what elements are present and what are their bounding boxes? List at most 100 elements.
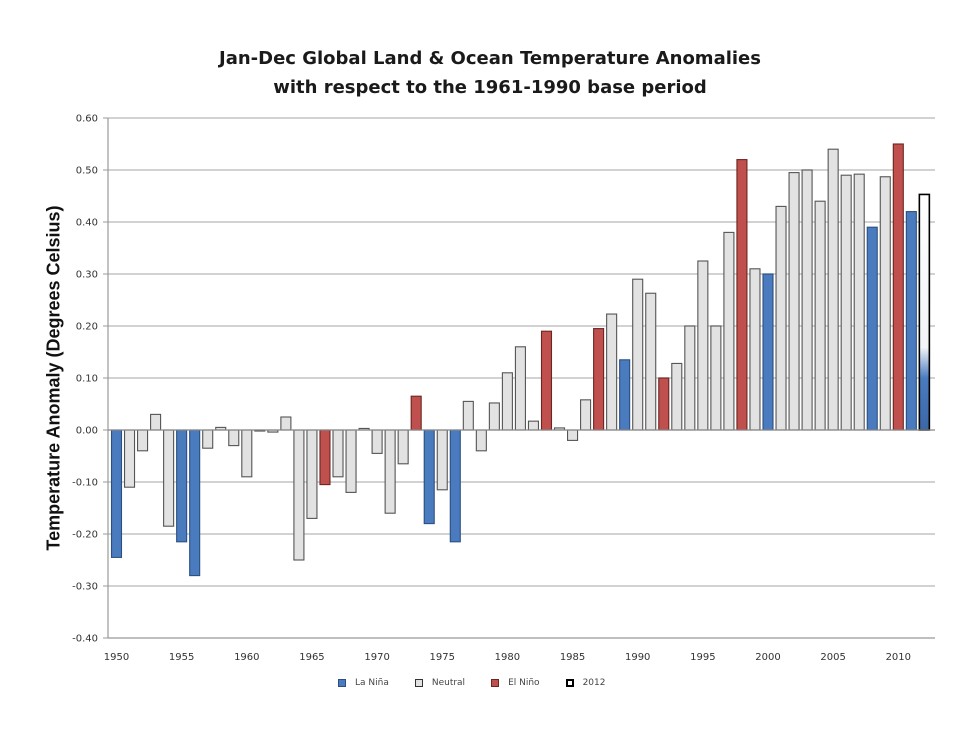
- bar-1967: [332, 429, 344, 478]
- bar-1963: [280, 416, 292, 431]
- bar-1960: [241, 429, 253, 478]
- bar-1977: [462, 400, 474, 431]
- legend: La Niña Neutral El Niño 2012: [338, 678, 631, 688]
- bar-1992: [658, 377, 670, 431]
- bar-1978: [475, 429, 487, 452]
- y-tick-label: 0.10: [76, 374, 98, 385]
- bar-1993: [671, 362, 683, 431]
- legend-swatch-neutral: [414, 679, 423, 687]
- x-tick-label: 1995: [690, 652, 715, 663]
- x-tick-label: 1990: [625, 652, 650, 663]
- bar-2008: [866, 226, 878, 431]
- y-tick-label: -0.40: [72, 634, 98, 645]
- bar-2009: [879, 176, 891, 431]
- legend-swatch-lanina: [338, 679, 346, 687]
- x-tick-label: 2005: [820, 652, 845, 663]
- bar-1980: [501, 372, 513, 431]
- bar-1957: [202, 429, 214, 449]
- y-tick-label: -0.20: [72, 530, 98, 541]
- bar-1972: [397, 429, 409, 465]
- x-tick-label: 1970: [364, 652, 389, 663]
- legend-label: Neutral: [431, 678, 466, 688]
- bar-1956: [189, 429, 201, 577]
- legend-swatch-y2012: [565, 679, 574, 687]
- bar-2012: [918, 193, 931, 431]
- bars: [110, 143, 931, 577]
- bar-2005: [827, 148, 839, 431]
- bar-2006: [840, 174, 852, 431]
- bar-2011: [905, 211, 917, 431]
- bar-1954: [163, 429, 175, 527]
- y-tick-label: 0.00: [76, 426, 98, 437]
- bar-1994: [684, 325, 696, 431]
- bar-1968: [345, 429, 357, 493]
- x-axis-ticks: 1950 1955 1960 1965 1970 1975 1980 1985 1990 1995…: [104, 652, 911, 663]
- legend-item-y2012: 2012: [565, 678, 606, 688]
- bar-1990: [632, 278, 644, 431]
- bar-2003: [801, 169, 813, 431]
- bar-1966: [319, 429, 331, 486]
- bar-2000: [762, 273, 774, 431]
- x-tick-label: 2010: [886, 652, 911, 663]
- axes: [107, 118, 935, 639]
- bar-1965: [306, 429, 318, 519]
- x-tick-label: 1980: [495, 652, 520, 663]
- y-tick-label: -0.10: [72, 478, 98, 489]
- y-tick-label: -0.30: [72, 582, 98, 593]
- y-axis-ticks: 0.60 0.50 0.40 0.30 0.20 0.10 0.00 -0.10 -0.20 -0…: [72, 114, 108, 645]
- legend-item-elnino: El Niño: [491, 678, 540, 688]
- bar-1995: [697, 260, 709, 431]
- bar-1989: [619, 359, 631, 431]
- bar-1964: [293, 429, 305, 561]
- bar-1997: [723, 231, 735, 431]
- legend-label: 2012: [582, 678, 606, 688]
- legend-swatch-elnino: [491, 679, 500, 687]
- y-tick-label: 0.60: [76, 114, 98, 125]
- bar-1952: [137, 429, 149, 452]
- bar-1976: [449, 429, 461, 543]
- y-tick-label: 0.30: [76, 270, 98, 281]
- bar-1999: [749, 268, 761, 431]
- bar-1950: [110, 429, 123, 558]
- bar-1988: [606, 313, 618, 431]
- legend-item-lanina: La Niña: [338, 678, 389, 688]
- bar-1974: [423, 429, 435, 525]
- bar-1975: [436, 429, 448, 491]
- bar-1970: [371, 429, 383, 454]
- bar-1996: [710, 325, 722, 431]
- y-tick-label: 0.50: [76, 166, 98, 177]
- bar-1951: [123, 429, 136, 488]
- bar-2010: [892, 143, 904, 431]
- bar-1998: [736, 159, 748, 431]
- bar-2001: [775, 205, 787, 431]
- bar-1955: [176, 429, 188, 543]
- bar-2002: [788, 172, 800, 431]
- legend-label: El Niño: [508, 678, 540, 688]
- bar-1982: [527, 420, 540, 431]
- bar-1986: [580, 399, 592, 431]
- y-tick-label: 0.20: [76, 322, 98, 333]
- bar-1959: [228, 429, 240, 447]
- bar-1971: [384, 429, 396, 514]
- legend-item-neutral: Neutral: [414, 678, 466, 688]
- bar-1991: [645, 292, 657, 431]
- legend-label: La Niña: [355, 678, 389, 688]
- x-tick-label: 1965: [299, 652, 324, 663]
- x-tick-label: 1960: [234, 652, 259, 663]
- x-tick-label: 1955: [169, 652, 194, 663]
- bar-2007: [853, 173, 865, 431]
- bar-1953: [150, 413, 162, 431]
- x-tick-label: 1975: [430, 652, 455, 663]
- chart-subtitle: with respect to the 1961-1990 base perio…: [273, 77, 707, 98]
- bar-1987: [593, 328, 605, 431]
- bar-1985: [566, 429, 579, 441]
- chart-title-line1: Jan-Dec Global Land & Ocean Temperature …: [219, 48, 761, 69]
- x-tick-label: 2000: [755, 652, 780, 663]
- bar-2004: [814, 200, 826, 431]
- chart-title: Jan-Dec Global Land & Ocean Temperature …: [0, 44, 980, 102]
- bar-1973: [410, 395, 422, 431]
- bar-1983: [540, 330, 553, 431]
- bar-1979: [488, 402, 500, 431]
- x-tick-label: 1985: [560, 652, 585, 663]
